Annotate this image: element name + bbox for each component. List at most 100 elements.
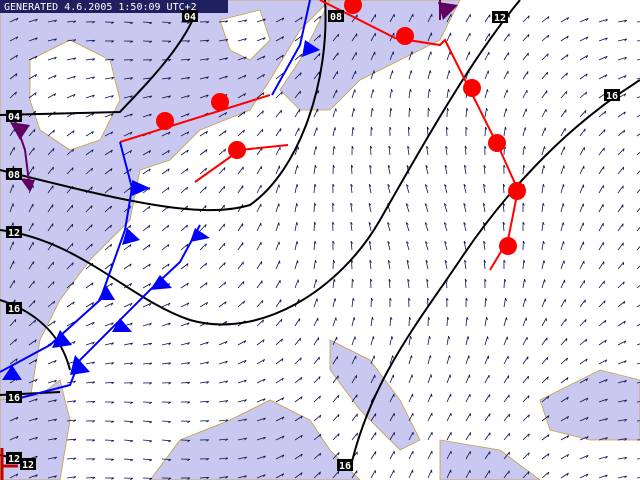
wind-arrow [484, 432, 491, 441]
wind-arrow [85, 130, 94, 137]
wind-arrow [294, 453, 303, 460]
wind-arrow [275, 109, 282, 118]
wind-arrow [484, 297, 488, 308]
wind-arrow [425, 259, 429, 270]
wind-arrow [503, 89, 508, 99]
wind-arrow [28, 300, 36, 308]
wind-arrow [237, 359, 247, 365]
wind-arrow [541, 356, 549, 365]
wind-arrow [406, 241, 410, 251]
wind-arrow [104, 58, 115, 62]
wind-arrow [370, 14, 377, 23]
wind-arrow [9, 91, 17, 99]
wind-arrow [294, 318, 301, 327]
wind-arrow [484, 374, 490, 384]
wind-arrow [636, 133, 640, 137]
wind-arrow [104, 420, 115, 423]
wind-arrow [218, 438, 229, 442]
wind-arrow [484, 89, 489, 99]
wind-arrow [161, 477, 172, 480]
wind-arrow [636, 58, 640, 61]
wind-arrow [503, 432, 511, 441]
wind-arrow [541, 108, 547, 118]
wind-arrow [408, 13, 414, 23]
wind-arrow [370, 126, 373, 137]
wind-arrow [123, 40, 134, 43]
wind-arrow [484, 278, 487, 289]
wind-arrow [161, 224, 170, 232]
wind-arrow [85, 439, 96, 442]
wind-arrow [9, 73, 18, 80]
wind-arrow [199, 282, 208, 289]
wind-arrow [218, 111, 228, 118]
wind-arrow [503, 355, 509, 365]
wind-arrow [142, 322, 152, 327]
wind-arrow [332, 259, 336, 270]
wind-arrow [636, 284, 640, 289]
isobar-label: 16 [339, 461, 351, 472]
wind-arrow [427, 412, 433, 422]
wind-arrow [47, 223, 54, 232]
wind-arrow [579, 397, 589, 403]
wind-arrow [256, 203, 262, 213]
wind-arrow [484, 51, 490, 61]
generated-stamp: GENERATED 4.6.2005 1:50:09 UTC+2 [4, 2, 197, 13]
wind-arrow [47, 166, 54, 175]
wind-arrow [199, 205, 207, 213]
wind-arrow [85, 420, 96, 423]
wind-arrow [387, 184, 391, 194]
wind-arrow [522, 52, 529, 61]
wind-arrow [294, 279, 299, 289]
wind-arrow [387, 222, 391, 232]
wind-arrow [180, 131, 190, 137]
wind-arrow [142, 420, 153, 424]
wind-arrow [256, 358, 266, 365]
wind-arrow [446, 431, 452, 441]
wind-arrow [237, 340, 247, 346]
wind-arrow [369, 164, 372, 175]
wind-arrow [85, 282, 94, 289]
wind-arrow [579, 416, 589, 422]
wind-arrow [47, 456, 58, 460]
wind-arrow [541, 165, 546, 175]
wind-arrow [123, 382, 134, 385]
wind-arrow [275, 128, 282, 137]
wind-arrow [351, 145, 354, 156]
wind-arrow [541, 202, 545, 213]
wind-arrow [617, 419, 628, 422]
wind-arrow [370, 336, 375, 346]
wind-arrow [47, 38, 57, 42]
wind-arrow [370, 374, 376, 384]
wind-arrow [370, 451, 377, 460]
wind-arrow [332, 221, 335, 232]
wind-arrow [294, 146, 299, 156]
wind-arrow [484, 70, 490, 80]
wind-arrow [636, 151, 640, 156]
wind-arrow [598, 261, 605, 270]
wind-arrow [256, 184, 262, 194]
wind-arrow [408, 412, 414, 422]
wind-arrow [522, 336, 528, 346]
wind-arrow [598, 300, 606, 308]
wind-arrow [370, 107, 374, 118]
wind-arrow [294, 241, 299, 251]
wind-arrow [636, 439, 640, 441]
wind-arrow [332, 394, 340, 403]
wind-arrow [237, 129, 245, 137]
wind-arrow [313, 202, 317, 213]
wind-arrow [66, 301, 75, 308]
wind-arrow [427, 450, 433, 460]
wind-arrow [256, 398, 266, 403]
wind-arrow [332, 127, 337, 137]
wind-arrow [389, 126, 392, 137]
wind-arrow [237, 19, 248, 23]
wind-arrow [579, 280, 585, 289]
wind-arrow [313, 221, 317, 232]
wind-arrow [28, 319, 37, 327]
wind-arrow [464, 145, 468, 156]
wind-arrow [332, 108, 337, 118]
wind-arrow [424, 222, 429, 232]
wind-arrow [503, 108, 508, 118]
isobar-label: 12 [8, 454, 20, 465]
wind-arrow [351, 336, 356, 346]
